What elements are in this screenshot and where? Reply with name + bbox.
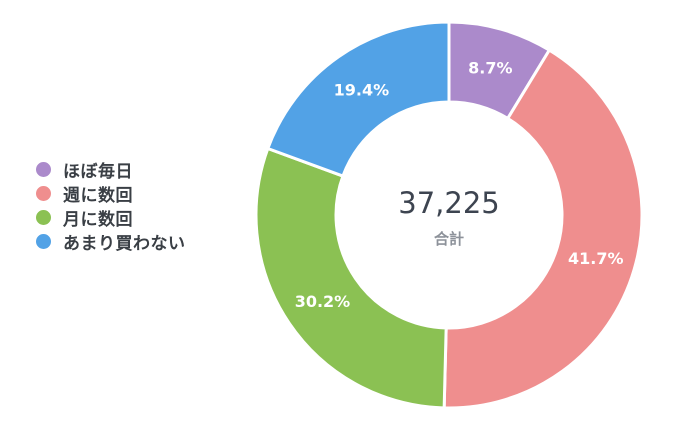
total-label: 合計: [433, 230, 464, 248]
legend-swatch-monthly: [36, 210, 51, 225]
slice-label-rarely: 19.4%: [334, 81, 390, 100]
legend-item-monthly[interactable]: 月に数回: [36, 208, 186, 230]
legend-item-weekly[interactable]: 週に数回: [36, 184, 186, 206]
donut-slices: [254, 20, 644, 410]
slice-weekly[interactable]: [442, 48, 644, 410]
slice-label-weekly: 41.7%: [568, 249, 624, 268]
slice-monthly[interactable]: [254, 146, 448, 410]
donut-slice-labels: 8.7% 41.7% 30.2% 19.4%: [295, 59, 624, 311]
slice-label-daily: 8.7%: [468, 59, 512, 78]
slice-rarely[interactable]: [266, 20, 451, 178]
legend-item-daily[interactable]: ほぼ毎日: [36, 160, 186, 182]
legend-swatch-daily: [36, 162, 51, 177]
slice-label-monthly: 30.2%: [295, 292, 351, 311]
legend-swatch-weekly: [36, 186, 51, 201]
legend-item-rarely[interactable]: あまり買わない: [36, 232, 186, 254]
legend-label-daily: ほぼ毎日: [63, 162, 133, 182]
total-value: 37,225: [398, 186, 499, 220]
legend-swatch-rarely: [36, 234, 51, 249]
legend-label-weekly: 週に数回: [63, 186, 133, 206]
legend: ほぼ毎日 週に数回 月に数回 あまり買わない: [36, 160, 186, 254]
legend-label-monthly: 月に数回: [63, 210, 133, 230]
legend-label-rarely: あまり買わない: [63, 234, 186, 254]
